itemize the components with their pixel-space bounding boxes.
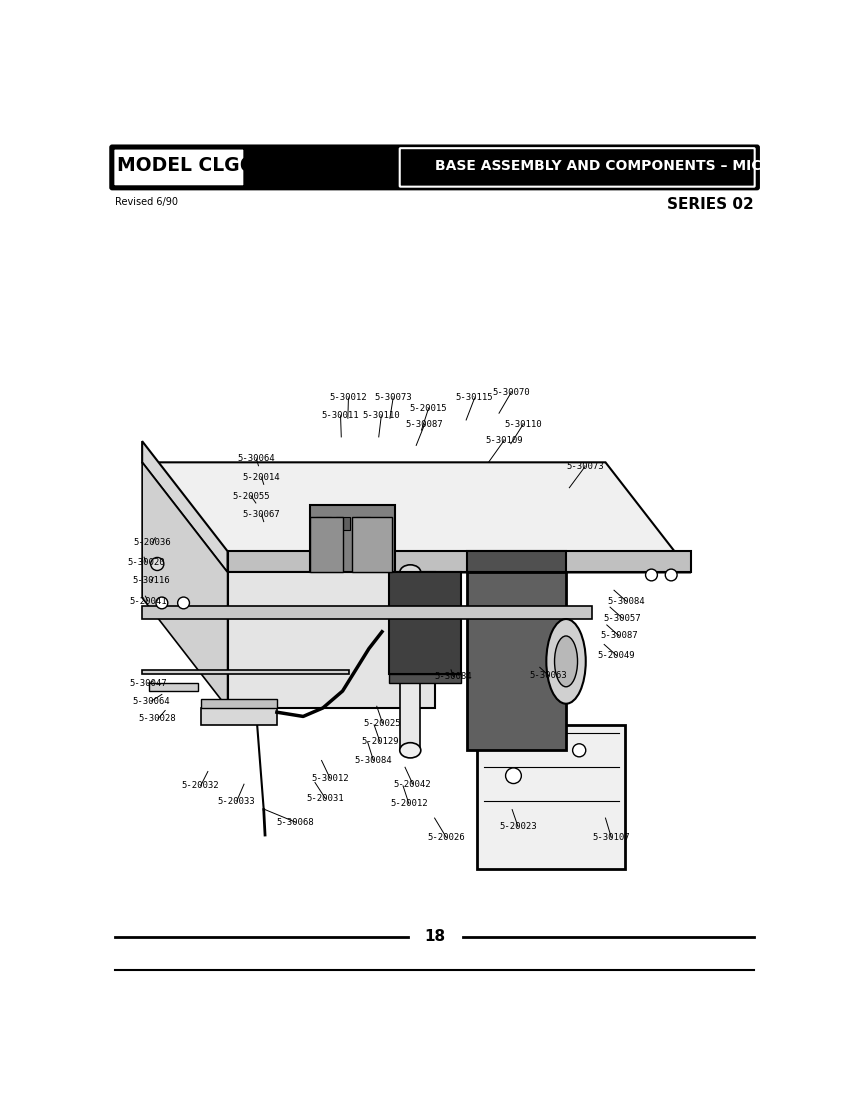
Text: 5-30047: 5-30047 (129, 679, 166, 688)
Text: 5-20012: 5-20012 (390, 800, 427, 808)
Text: 5-20031: 5-20031 (306, 794, 344, 803)
Text: 5-30110: 5-30110 (362, 411, 400, 420)
Text: 5-30084: 5-30084 (354, 756, 392, 764)
Text: 5-30028: 5-30028 (139, 715, 176, 724)
Polygon shape (467, 572, 566, 750)
Circle shape (156, 597, 168, 608)
Polygon shape (388, 572, 461, 674)
Text: SERIES 02: SERIES 02 (667, 197, 754, 211)
Polygon shape (310, 505, 395, 572)
Ellipse shape (555, 636, 577, 686)
Polygon shape (142, 462, 227, 708)
Text: MODEL CLG600: MODEL CLG600 (117, 156, 278, 175)
Circle shape (151, 558, 164, 571)
Polygon shape (477, 725, 625, 869)
Circle shape (505, 768, 522, 783)
Text: 5-30073: 5-30073 (566, 462, 604, 471)
Text: 5-30115: 5-30115 (455, 394, 494, 403)
Text: 5-30057: 5-30057 (604, 614, 641, 623)
Text: 5-20042: 5-20042 (393, 780, 432, 789)
Text: 5-20015: 5-20015 (410, 404, 447, 412)
Text: 5-20041: 5-20041 (129, 596, 166, 606)
Text: 5-30110: 5-30110 (505, 420, 542, 429)
Polygon shape (356, 517, 371, 530)
Text: 5-30084: 5-30084 (434, 672, 472, 681)
Text: 18: 18 (424, 930, 445, 944)
Circle shape (645, 569, 657, 581)
Polygon shape (400, 572, 420, 750)
Text: 5-30087: 5-30087 (405, 420, 444, 429)
Circle shape (177, 597, 189, 608)
Text: 5-30084: 5-30084 (607, 596, 645, 606)
Text: 5-30012: 5-30012 (311, 773, 349, 783)
Text: 5-30070: 5-30070 (493, 387, 530, 396)
Polygon shape (201, 700, 276, 708)
Text: 5-20032: 5-20032 (181, 781, 219, 791)
Text: 5-20033: 5-20033 (218, 796, 255, 805)
Text: 5-20023: 5-20023 (499, 822, 537, 830)
Polygon shape (142, 670, 349, 674)
Circle shape (572, 744, 586, 757)
Text: Revised 6/90: Revised 6/90 (115, 197, 178, 207)
Text: 5-30011: 5-30011 (321, 411, 360, 420)
Polygon shape (316, 517, 331, 530)
Polygon shape (336, 517, 350, 530)
Text: 5-30116: 5-30116 (132, 576, 170, 585)
Text: 5-30064: 5-30064 (132, 696, 170, 706)
Text: 5-30063: 5-30063 (530, 671, 567, 680)
Polygon shape (142, 606, 592, 619)
Polygon shape (148, 682, 198, 691)
Polygon shape (142, 441, 227, 572)
Text: 5-30087: 5-30087 (600, 631, 638, 640)
Circle shape (666, 569, 677, 581)
Text: BASE ASSEMBLY AND COMPONENTS – MICROWAVE: BASE ASSEMBLY AND COMPONENTS – MICROWAVE (434, 158, 828, 173)
Polygon shape (142, 462, 691, 572)
Text: 5-30109: 5-30109 (485, 436, 523, 444)
Text: 5-20014: 5-20014 (243, 473, 281, 482)
Polygon shape (310, 517, 343, 572)
Polygon shape (388, 674, 461, 682)
Polygon shape (467, 551, 566, 572)
Polygon shape (227, 572, 434, 708)
FancyBboxPatch shape (110, 146, 759, 189)
Polygon shape (201, 708, 276, 725)
Ellipse shape (399, 564, 421, 580)
Polygon shape (353, 517, 392, 572)
FancyBboxPatch shape (113, 148, 245, 187)
Text: 5-30067: 5-30067 (243, 510, 281, 519)
Text: 5-30020: 5-30020 (127, 558, 165, 566)
Text: 5-30068: 5-30068 (276, 817, 315, 827)
Text: 5-30064: 5-30064 (237, 454, 275, 463)
Polygon shape (227, 551, 691, 572)
Ellipse shape (546, 619, 586, 704)
Text: 5-20055: 5-20055 (232, 492, 270, 500)
Text: 5-20036: 5-20036 (134, 538, 171, 548)
Text: 5-20049: 5-20049 (598, 651, 635, 660)
Text: 5-30012: 5-30012 (329, 394, 367, 403)
Text: 5-30107: 5-30107 (592, 833, 630, 843)
Ellipse shape (399, 742, 421, 758)
Text: 5-30073: 5-30073 (374, 394, 412, 403)
Text: 5-20129: 5-20129 (361, 737, 399, 746)
Text: 5-20025: 5-20025 (364, 718, 401, 728)
Text: 5-20026: 5-20026 (427, 833, 465, 843)
